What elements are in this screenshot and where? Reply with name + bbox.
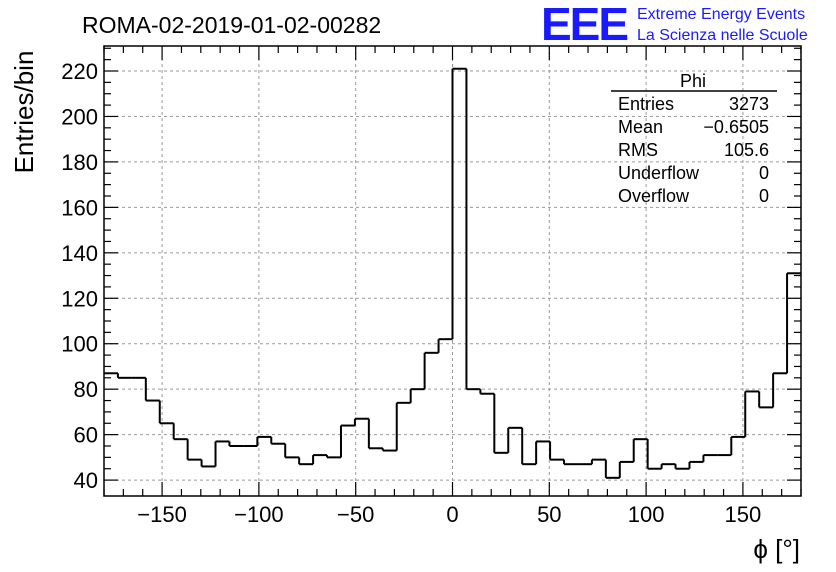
stats-label-rms: RMS [618,140,658,160]
y-tick-label: 80 [74,377,98,402]
y-tick-label: 140 [61,241,98,266]
y-axis-label: Entries/bin [9,51,39,174]
x-tick-label: 100 [628,502,665,527]
axis-ticks [103,46,802,496]
x-tick-label: −50 [337,502,374,527]
x-tick-label: −100 [234,502,284,527]
chart-title: ROMA-02-2019-01-02-00282 [82,12,381,38]
logo-line-1: Extreme Energy Events [637,6,805,23]
plot-frame [103,45,802,497]
stats-value-rms: 105.6 [724,140,769,160]
stats-value-underflow: 0 [759,163,769,183]
x-tick-label: 150 [725,502,762,527]
x-axis-label: ϕ [°] [753,534,800,564]
histogram-bins [104,67,801,479]
eee-logo: EEE Extreme Energy Events La Scienza nel… [541,0,808,50]
y-tick-label: 120 [61,286,98,311]
y-tick-label: 100 [61,332,98,357]
y-tick-label: 160 [61,195,98,220]
y-tick-label: 220 [61,59,98,84]
stats-label-entries: Entries [618,94,674,114]
x-tick-label: −150 [137,502,187,527]
logo-mark: EEE [541,0,627,50]
y-tick-label: 40 [74,468,98,493]
y-tick-label: 60 [74,423,98,448]
stats-value-entries: 3273 [729,94,769,114]
x-tick-label: 50 [537,502,561,527]
y-tick-label: 200 [61,104,98,129]
y-tick-label: 180 [61,150,98,175]
stats-label-underflow: Underflow [618,163,700,183]
stats-box: Phi Entries 3273 Mean −0.6505 RMS 105.6 … [611,71,777,206]
x-tick-label: 0 [446,502,458,527]
logo-line-2: La Scienza nelle Scuole [637,27,808,44]
tick-labels: −150 −100 −50 0 50 100 150 40 60 80 100 120 140 160 18… [61,59,761,527]
stats-label-mean: Mean [618,117,663,137]
stats-title: Phi [680,71,706,91]
stats-value-overflow: 0 [759,186,769,206]
stats-label-overflow: Overflow [618,186,690,206]
stats-value-mean: −0.6505 [703,117,769,137]
